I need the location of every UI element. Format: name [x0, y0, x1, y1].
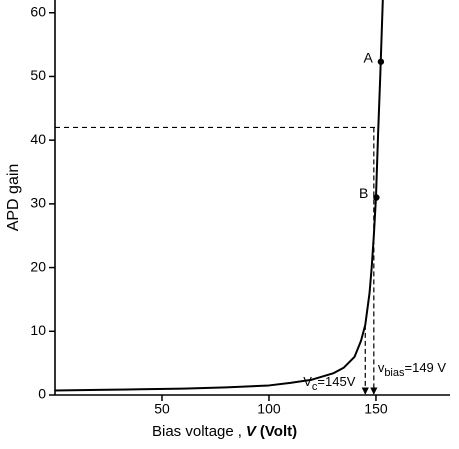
- point-label: B: [359, 185, 368, 201]
- x-tick-label: 50: [154, 401, 170, 417]
- y-tick-label: 0: [38, 386, 46, 402]
- gain-curve: [54, 0, 384, 392]
- point-label: A: [364, 50, 374, 66]
- y-axis-label: APD gain: [5, 164, 22, 232]
- voltage-marker-label: vbias=149 V: [378, 360, 447, 378]
- voltage-marker-suffix: =149 V: [405, 360, 447, 375]
- voltage-marker-suffix: =145V: [317, 374, 355, 389]
- y-tick-label: 20: [30, 258, 46, 274]
- x-axis-label: Bias voltage, V (Volt): [152, 423, 297, 440]
- point-marker: [377, 58, 385, 65]
- x-axis-label-part: (Volt): [260, 423, 297, 440]
- x-tick-label: 100: [257, 401, 281, 417]
- y-tick-label: 50: [30, 67, 46, 83]
- y-tick-label: 60: [30, 3, 46, 19]
- x-tick-label: 150: [364, 401, 388, 417]
- y-tick-label: 30: [30, 195, 46, 211]
- y-tick-label: 10: [30, 322, 46, 338]
- x-axis-label-part: ,: [238, 423, 242, 440]
- voltage-marker-sub: bias: [384, 367, 405, 379]
- voltage-marker-symbol: v: [378, 360, 385, 375]
- x-axis-label-part: V: [246, 423, 258, 440]
- voltage-marker-sub: c: [312, 381, 318, 393]
- y-tick-label: 40: [30, 131, 46, 147]
- point-marker: [373, 194, 380, 201]
- voltage-marker-symbol: V: [303, 374, 312, 389]
- voltage-marker-label: Vc=145V: [303, 374, 355, 392]
- x-axis-label-part: Bias voltage: [152, 423, 234, 440]
